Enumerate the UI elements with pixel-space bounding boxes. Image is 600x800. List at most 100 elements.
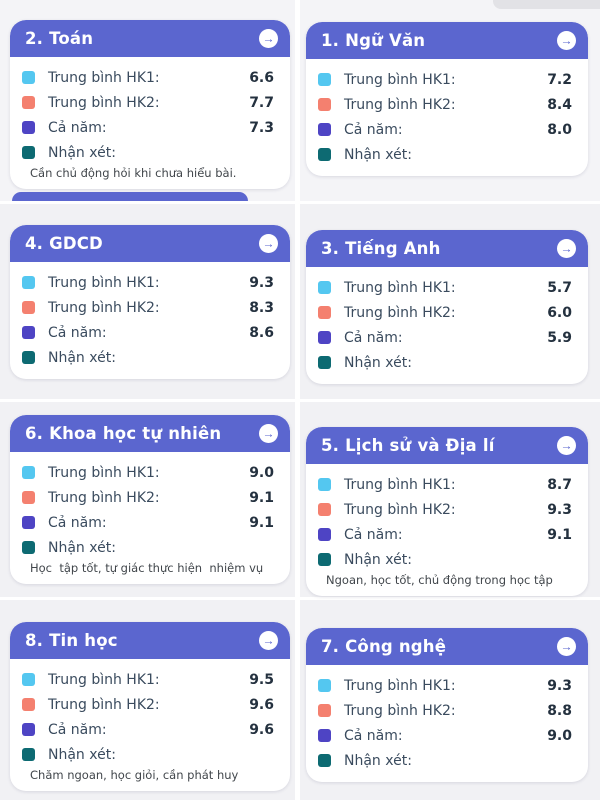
comment-text	[318, 375, 572, 376]
hk1-color-icon	[22, 673, 35, 686]
comment-color-icon	[318, 356, 331, 369]
year-color-icon	[22, 723, 35, 736]
subject-card-body: Trung bình HK1: 8.7 Trung bình HK2: 9.3 Cả…	[306, 464, 588, 596]
comment-label: Nhận xét:	[48, 144, 116, 161]
open-subject-button[interactable]: →	[259, 234, 278, 253]
arrow-right-icon: →	[262, 426, 275, 440]
hk1-value: 7.2	[547, 71, 572, 88]
hk2-value: 6.0	[547, 304, 572, 321]
section-cell: 3. Tiếng Anh → Trung bình HK1: 5.7 Trung …	[300, 204, 600, 399]
open-subject-button[interactable]: →	[259, 424, 278, 443]
comment-text: Cần chủ động hỏi khi chưa hiểu bài.	[30, 166, 237, 180]
score-row-hk1: Trung bình HK1: 9.3	[22, 270, 274, 295]
grade-section-2: 4. GDCD → Trung bình HK1: 9.3 Trung bình …	[0, 204, 600, 399]
hk2-color-icon	[318, 503, 331, 516]
score-row-year: Cả năm: 7.3	[22, 115, 274, 140]
hk2-color-icon	[318, 306, 331, 319]
comment-color-icon	[318, 553, 331, 566]
year-value: 7.3	[249, 119, 274, 136]
subject-card: 5. Lịch sử và Địa lí → Trung bình HK1: 8.…	[306, 427, 588, 596]
hk1-color-icon	[318, 73, 331, 86]
grade-section-3: 6. Khoa học tự nhiên → Trung bình HK1: 9.…	[0, 402, 600, 597]
hk2-label: Trung bình HK2:	[344, 304, 456, 321]
open-subject-button[interactable]: →	[557, 436, 576, 455]
year-label: Cả năm:	[344, 526, 403, 543]
year-value: 8.0	[547, 121, 572, 138]
subject-card: 8. Tin học → Trung bình HK1: 9.5 Trung bì…	[10, 622, 290, 791]
section-cell: 8. Tin học → Trung bình HK1: 9.5 Trung bì…	[0, 600, 295, 800]
hk1-value: 9.3	[249, 274, 274, 291]
comment-color-icon	[318, 754, 331, 767]
subject-card-body: Trung bình HK1: 9.5 Trung bình HK2: 9.6 Cả…	[10, 659, 290, 791]
year-label: Cả năm:	[344, 727, 403, 744]
score-row-hk2: Trung bình HK2: 8.3	[22, 295, 274, 320]
section-cell: 4. GDCD → Trung bình HK1: 9.3 Trung bình …	[0, 204, 295, 399]
hk2-value: 8.3	[249, 299, 274, 316]
hk1-label: Trung bình HK1:	[344, 476, 456, 493]
score-row-year: Cả năm: 8.6	[22, 320, 274, 345]
open-subject-button[interactable]: →	[259, 29, 278, 48]
hk2-value: 9.6	[249, 696, 274, 713]
subject-title: 1. Ngữ Văn	[321, 31, 426, 50]
subject-card: 4. GDCD → Trung bình HK1: 9.3 Trung bình …	[10, 225, 290, 379]
hk1-value: 6.6	[249, 69, 274, 86]
open-subject-button[interactable]: →	[259, 631, 278, 650]
comment-color-icon	[22, 748, 35, 761]
grade-section-4: 8. Tin học → Trung bình HK1: 9.5 Trung bì…	[0, 600, 600, 800]
score-row-hk1: Trung bình HK1: 9.0	[22, 460, 274, 485]
year-value: 9.0	[547, 727, 572, 744]
score-row-comment: Nhận xét:	[22, 535, 274, 560]
subject-title: 8. Tin học	[25, 631, 118, 650]
comment-color-icon	[22, 146, 35, 159]
score-row-comment: Nhận xét:	[22, 140, 274, 165]
hk2-value: 8.4	[547, 96, 572, 113]
hk2-color-icon	[22, 96, 35, 109]
score-row-hk1: Trung bình HK1: 9.3	[318, 673, 572, 698]
score-row-comment: Nhận xét:	[318, 350, 572, 375]
subject-card-header: 3. Tiếng Anh →	[306, 230, 588, 267]
comment-text: Chăm ngoan, học giỏi, cần phát huy	[30, 768, 239, 782]
hk1-color-icon	[22, 276, 35, 289]
subject-card-body: Trung bình HK1: 9.0 Trung bình HK2: 9.1 Cả…	[10, 452, 290, 584]
hk2-value: 8.8	[547, 702, 572, 719]
score-row-hk2: Trung bình HK2: 9.1	[22, 485, 274, 510]
hk1-label: Trung bình HK1:	[344, 677, 456, 694]
arrow-right-icon: →	[262, 236, 275, 250]
score-row-year: Cả năm: 9.0	[318, 723, 572, 748]
comment-text: Học tập tốt, tự giác thực hiện nhiệm vụ	[30, 561, 264, 575]
score-row-hk2: Trung bình HK2: 6.0	[318, 300, 572, 325]
hk2-label: Trung bình HK2:	[48, 696, 160, 713]
hk1-label: Trung bình HK1:	[48, 464, 160, 481]
open-subject-button[interactable]: →	[557, 637, 576, 656]
score-row-hk1: Trung bình HK1: 8.7	[318, 472, 572, 497]
comment-text	[318, 167, 572, 168]
score-row-year: Cả năm: 8.0	[318, 117, 572, 142]
section-cell: 7. Công nghệ → Trung bình HK1: 9.3 Trung …	[300, 600, 600, 800]
subject-card-body: Trung bình HK1: 7.2 Trung bình HK2: 8.4 Cả…	[306, 59, 588, 176]
hk1-label: Trung bình HK1:	[344, 71, 456, 88]
year-label: Cả năm:	[344, 329, 403, 346]
subject-card-header: 2. Toán →	[10, 20, 290, 57]
subject-card-header: 5. Lịch sử và Địa lí →	[306, 427, 588, 464]
arrow-right-icon: →	[560, 241, 573, 255]
score-row-comment: Nhận xét:	[318, 142, 572, 167]
year-value: 9.1	[547, 526, 572, 543]
open-subject-button[interactable]: →	[557, 31, 576, 50]
hk1-label: Trung bình HK1:	[48, 69, 160, 86]
subject-card: 1. Ngữ Văn → Trung bình HK1: 7.2 Trung bì…	[306, 22, 588, 176]
score-row-hk2: Trung bình HK2: 8.4	[318, 92, 572, 117]
year-label: Cả năm:	[48, 119, 107, 136]
hk2-color-icon	[22, 698, 35, 711]
section-cell: 5. Lịch sử và Địa lí → Trung bình HK1: 8.…	[300, 402, 600, 597]
subject-card: 6. Khoa học tự nhiên → Trung bình HK1: 9.…	[10, 415, 290, 584]
hk2-color-icon	[22, 491, 35, 504]
year-value: 5.9	[547, 329, 572, 346]
open-subject-button[interactable]: →	[557, 239, 576, 258]
grade-section-1: 2. Toán → Trung bình HK1: 6.6 Trung bình …	[0, 0, 600, 201]
hk2-label: Trung bình HK2:	[344, 501, 456, 518]
hk2-value: 9.3	[547, 501, 572, 518]
year-color-icon	[22, 326, 35, 339]
year-label: Cả năm:	[344, 121, 403, 138]
subject-title: 7. Công nghệ	[321, 637, 447, 656]
